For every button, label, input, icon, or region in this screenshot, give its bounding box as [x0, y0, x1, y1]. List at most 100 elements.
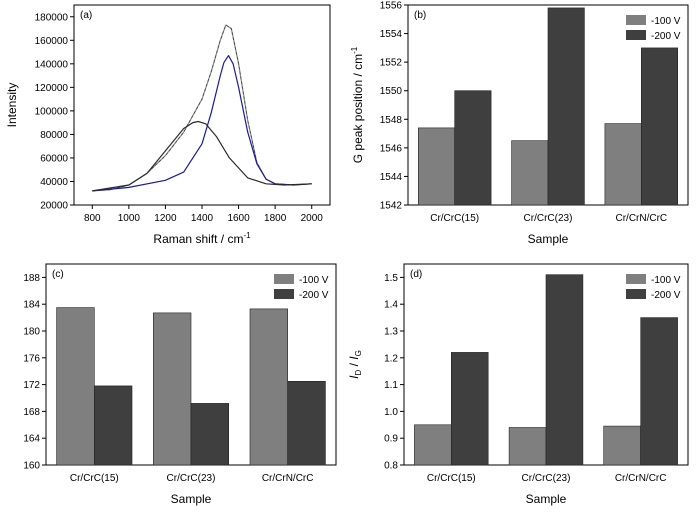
legend-swatch: [274, 289, 294, 299]
y-tick-label: 168: [23, 407, 40, 418]
bar-minus200v: [454, 90, 492, 206]
bar-minus200v: [450, 352, 489, 466]
y-tick-label: 184: [23, 300, 40, 311]
y-tick-label: 60000: [40, 153, 68, 164]
x-axis-title: Sample: [171, 492, 212, 506]
y-tick-label: 1.2: [384, 353, 398, 364]
panel-tag: (b): [414, 10, 426, 21]
plot-frame: [73, 4, 331, 206]
y-axis-title-part: I: [347, 375, 361, 379]
bar-minus100v: [417, 127, 455, 206]
y-axis-title-part: G: [354, 350, 363, 356]
panel-a: [70, 4, 331, 209]
legend-swatch: [626, 15, 646, 25]
bar-minus200v: [94, 385, 133, 466]
panel-d: [400, 263, 689, 466]
y-axis-title-part: /: [347, 360, 361, 370]
x-category-label: Cr/CrN/CrC: [262, 473, 314, 484]
x-tick-label: 1400: [191, 213, 214, 224]
y-tick-label: 1.0: [384, 407, 398, 418]
y-tick-label: 1548: [380, 115, 403, 126]
x-category-label: Cr/CrC(15): [427, 473, 476, 484]
series-line-gray: [92, 24, 312, 192]
y-tick-label: 1.4: [384, 300, 398, 311]
y-tick-label: 1546: [380, 143, 403, 154]
legend-swatch: [626, 30, 646, 40]
panel-tag: (a): [80, 10, 92, 21]
bar-minus200v: [190, 403, 230, 466]
y-tick-label: 1550: [380, 86, 403, 97]
bar-minus200v: [640, 47, 678, 206]
x-tick-label: 1600: [227, 213, 250, 224]
y-tick-label: 40000: [40, 177, 68, 188]
legend-label: -100 V: [651, 16, 681, 27]
y-tick-label: 1542: [380, 201, 403, 212]
y-tick-label: 180: [23, 327, 40, 338]
x-category-label: Cr/CrC(15): [430, 213, 479, 224]
y-tick-label: 1552: [380, 58, 403, 69]
y-tick-label: 1544: [380, 172, 403, 183]
x-tick-label: 1000: [118, 213, 141, 224]
y-tick-label: 1556: [380, 1, 403, 12]
x-category-label: Cr/CrC(23): [524, 213, 573, 224]
x-category-label: Cr/CrN/CrC: [615, 473, 667, 484]
y-tick-label: 120000: [35, 83, 69, 94]
x-category-label: Cr/CrC(23): [167, 473, 216, 484]
y-tick-label: 140000: [35, 59, 69, 70]
y-tick-label: 160000: [35, 36, 69, 47]
y-tick-label: 80000: [40, 130, 68, 141]
y-tick-label: 188: [23, 273, 40, 284]
y-axis-title-part: D: [354, 370, 363, 376]
x-axis-title: Sample: [528, 232, 569, 246]
x-axis-title-sup: -1: [243, 231, 251, 240]
bar-minus200v: [547, 7, 585, 206]
x-axis-title: Sample: [526, 492, 567, 506]
bar-minus100v: [511, 140, 549, 206]
panel-tag: (c): [52, 269, 64, 280]
x-tick-label: 2000: [301, 213, 324, 224]
bar-minus100v: [153, 312, 192, 466]
panel-tag: (d): [410, 269, 422, 280]
y-axis-title-part: I: [347, 356, 361, 360]
x-axis-title: Raman shift / cm-1: [153, 231, 251, 246]
y-tick-label: 160: [23, 461, 40, 472]
legend-label: -100 V: [651, 275, 681, 286]
bar-minus100v: [508, 427, 547, 466]
legend-swatch: [274, 274, 294, 284]
x-category-label: Cr/CrC(23): [522, 473, 571, 484]
y-tick-label: 172: [23, 380, 40, 391]
bar-minus100v: [414, 424, 452, 466]
bar-minus200v: [545, 274, 584, 466]
y-axis-title: G peak position / cm-1: [350, 46, 365, 163]
y-tick-label: 1.3: [384, 327, 398, 338]
y-tick-label: 20000: [40, 201, 68, 212]
y-tick-label: 0.8: [384, 461, 398, 472]
y-tick-label: 1554: [380, 29, 403, 40]
series-line-blue: [92, 54, 312, 192]
legend-swatch: [626, 289, 646, 299]
x-category-label: Cr/CrC(15): [70, 473, 119, 484]
y-axis-title: G FWHM / cm-1: [0, 322, 3, 406]
legend-label: -200 V: [299, 290, 329, 301]
y-tick-label: 1.5: [384, 273, 398, 284]
bar-minus100v: [56, 307, 95, 466]
legend-label: -200 V: [651, 290, 681, 301]
y-tick-label: 164: [23, 434, 40, 445]
x-category-label: Cr/CrN/CrC: [616, 213, 668, 224]
bar-minus100v: [604, 123, 642, 206]
y-tick-label: 0.9: [384, 434, 398, 445]
panel-c: [42, 263, 337, 466]
x-tick-label: 800: [84, 213, 101, 224]
bar-minus100v: [249, 308, 289, 466]
y-tick-label: 176: [23, 353, 40, 364]
legend-label: -200 V: [651, 31, 681, 42]
series-line-dashed: [92, 24, 312, 192]
y-axis-title-sup: -1: [350, 46, 359, 54]
x-tick-label: 1200: [154, 213, 177, 224]
legend-swatch: [626, 274, 646, 284]
y-tick-label: 100000: [35, 106, 69, 117]
y-axis-title-text: G FWHM / cm: [0, 330, 3, 406]
x-axis-title-text: Raman shift / cm: [153, 232, 243, 246]
y-axis-title: ID / IG: [347, 350, 363, 379]
bar-minus200v: [640, 317, 678, 466]
